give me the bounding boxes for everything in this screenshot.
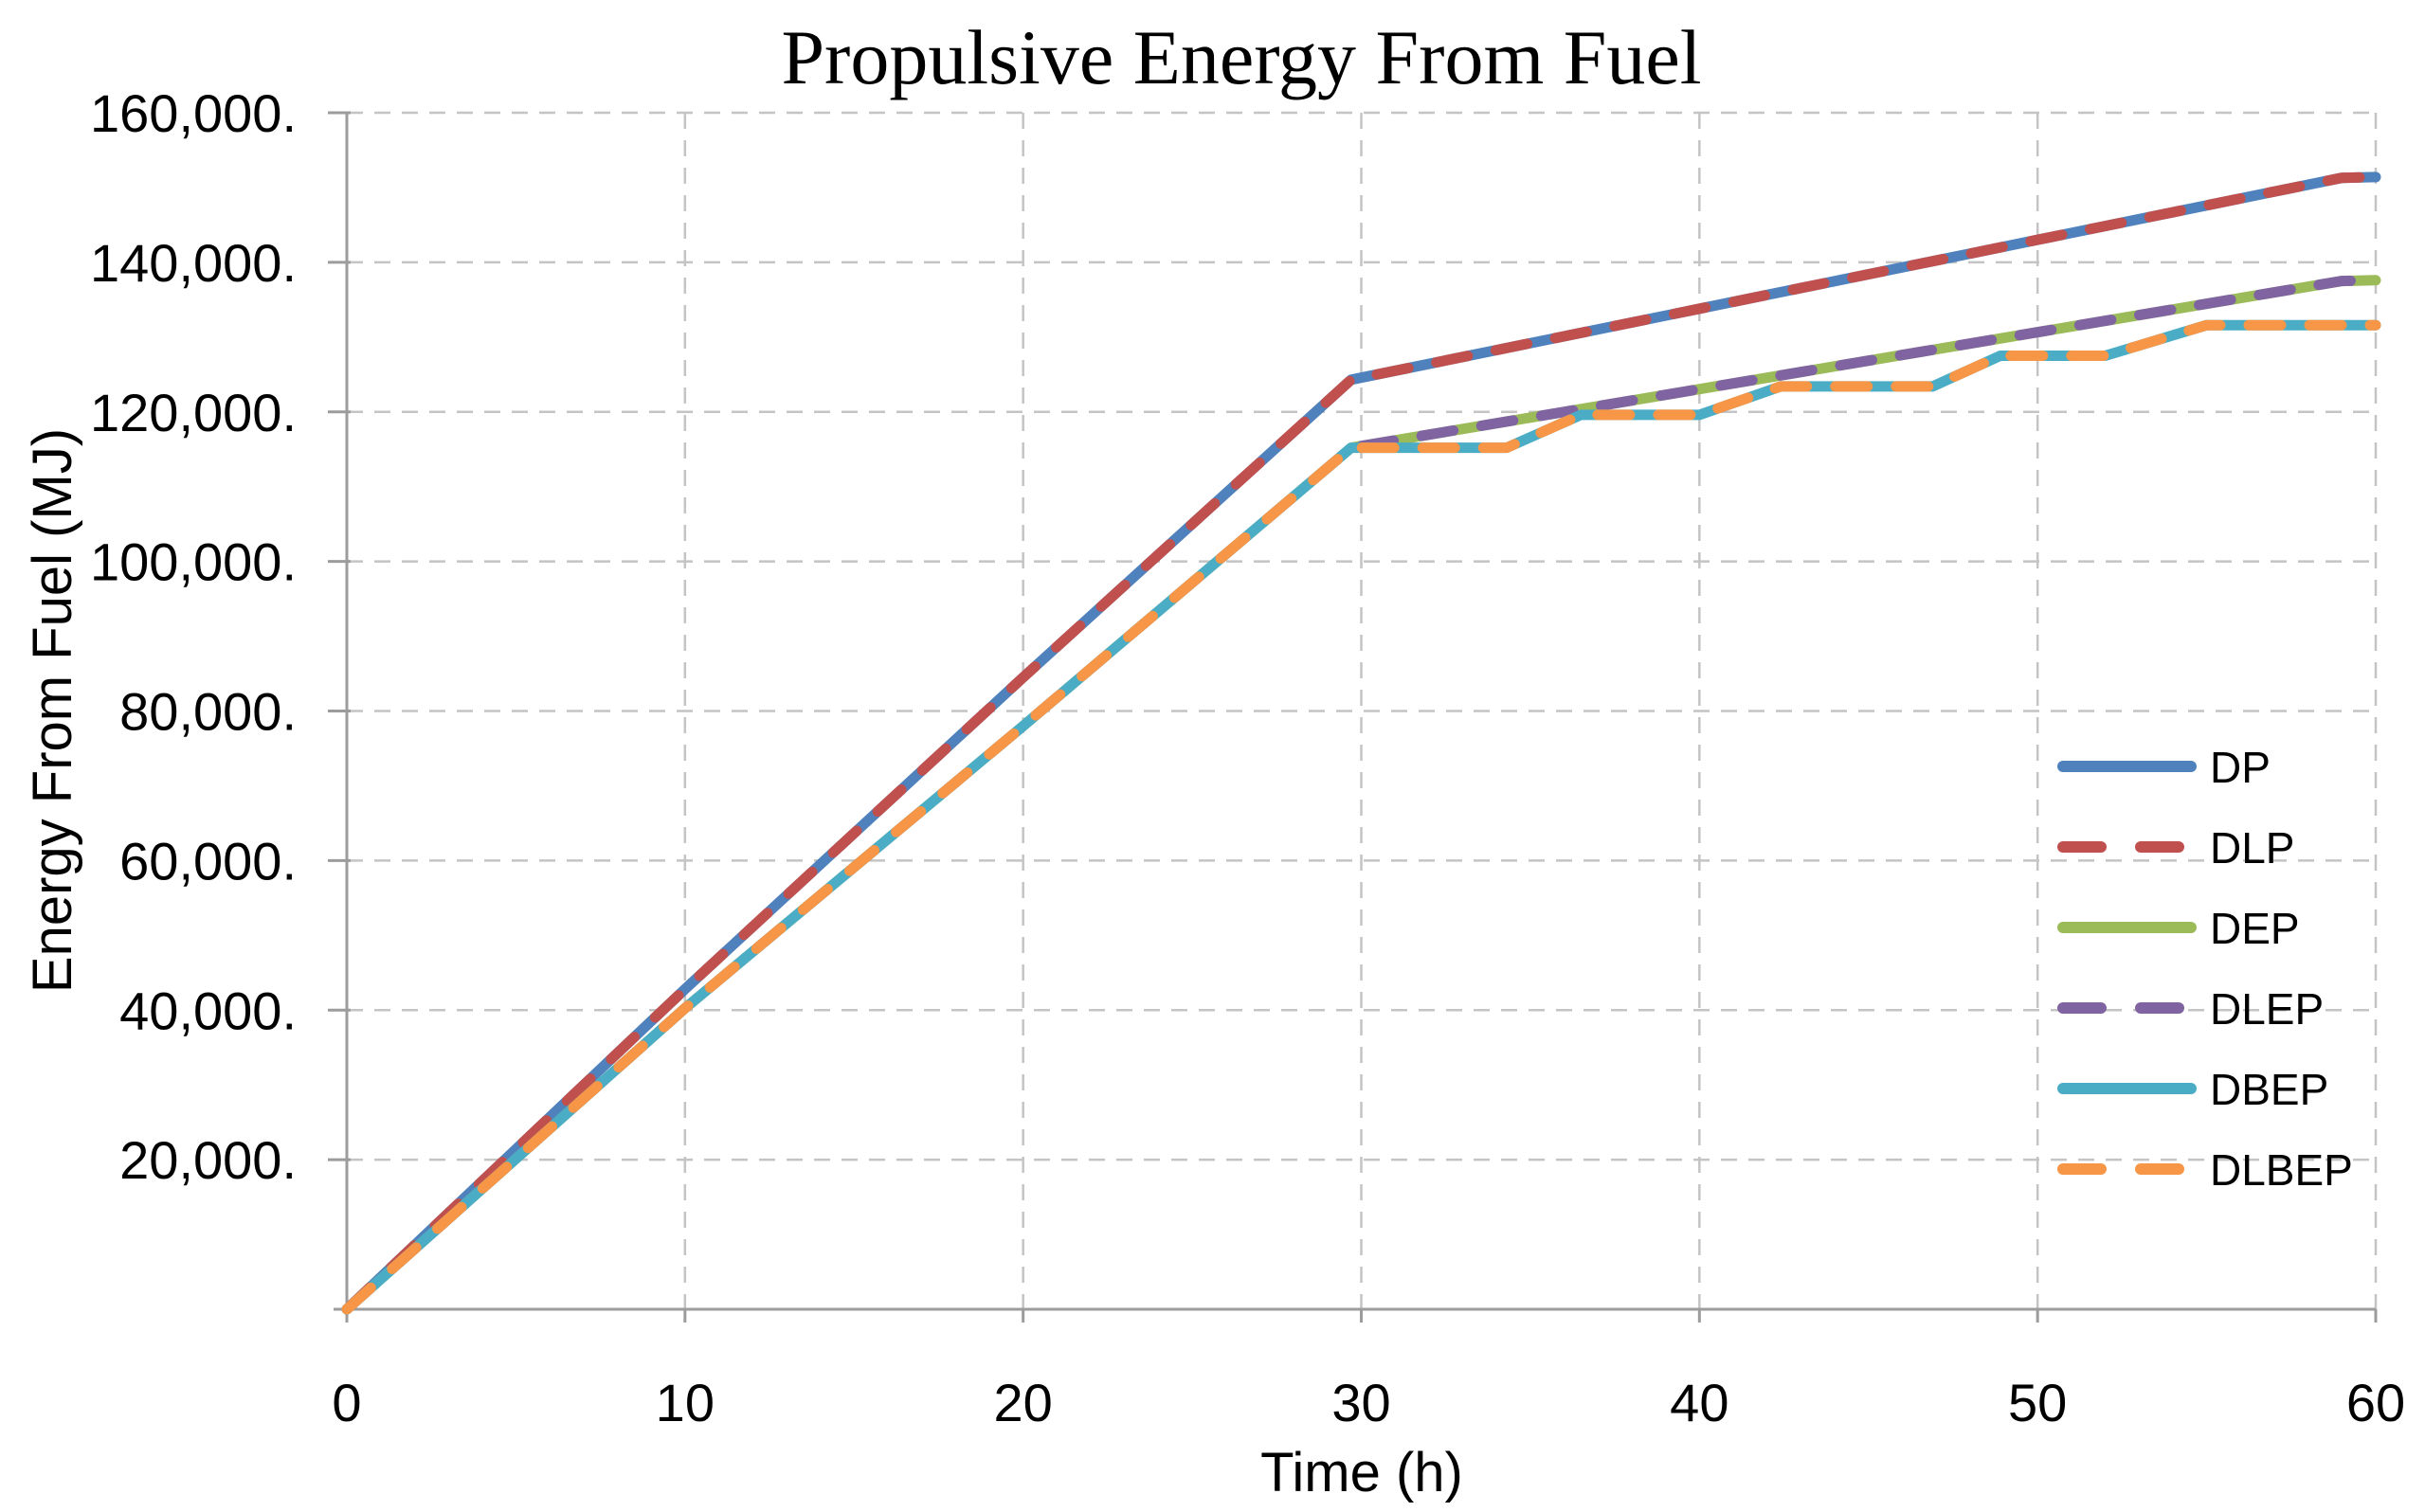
y-tick-label: 100,000.	[90, 532, 297, 592]
x-tick-label: 50	[2008, 1373, 2067, 1432]
y-tick-label: 40,000.	[119, 981, 297, 1040]
x-tick-label: 30	[1331, 1373, 1390, 1432]
y-tick-label: 80,000.	[119, 682, 297, 742]
axes	[334, 113, 2376, 1311]
legend-label-dbep: DBEP	[2210, 1065, 2328, 1114]
gridlines	[347, 111, 2378, 1309]
y-tick-label: 20,000.	[119, 1130, 297, 1190]
y-tick-label: 120,000.	[90, 383, 297, 442]
series-line-dlbep	[341, 319, 2381, 1315]
legend-label-dp: DP	[2210, 743, 2271, 792]
x-tick-label: 60	[2346, 1373, 2405, 1432]
x-tick-label: 0	[332, 1373, 361, 1432]
x-tick-label: 40	[1670, 1373, 1728, 1432]
legend-label-dep: DEP	[2210, 904, 2300, 953]
legend-label-dlp: DLP	[2210, 823, 2294, 873]
y-tick-label: 60,000.	[119, 831, 297, 891]
legend-label-dlep: DLEP	[2210, 984, 2324, 1034]
series-line-dlp	[341, 171, 2381, 1315]
y-tick-label: 160,000.	[90, 83, 297, 143]
x-axis-tick-labels: 0 10 20 30 40 50 60	[332, 1373, 2405, 1432]
legend: DP DLP DEP DLEP DBEP DLBEP	[2057, 743, 2353, 1195]
chart-title: Propulsive Energy From Fuel	[781, 14, 1701, 100]
series-line-dlep	[341, 275, 2381, 1315]
data-series	[341, 171, 2381, 1315]
tick-marks	[328, 111, 2378, 1323]
legend-label-dlbep: DLBEP	[2210, 1145, 2353, 1195]
y-axis-title: Energy From Fuel (MJ)	[22, 428, 83, 993]
x-tick-label: 20	[994, 1373, 1053, 1432]
x-axis-title: Time (h)	[1260, 1442, 1463, 1503]
series-line-dep	[341, 275, 2381, 1315]
x-tick-label: 10	[656, 1373, 715, 1432]
y-axis-tick-labels: 20,000. 40,000. 60,000. 80,000. 100,000. 120,…	[90, 83, 297, 1190]
y-tick-label: 140,000.	[90, 233, 297, 293]
